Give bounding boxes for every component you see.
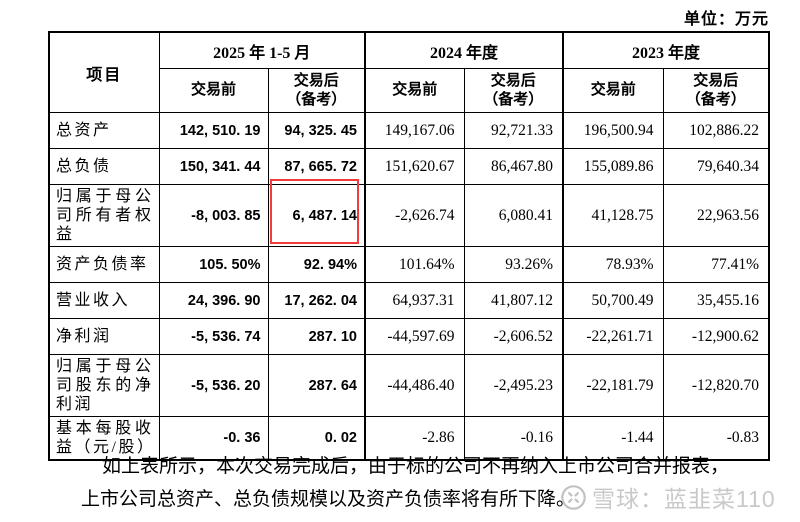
footer-line-2: 上市公司总资产、总负债规模以及资产负债率将有所下降。 (81, 489, 576, 510)
table-cell: 24, 396. 90 (158, 282, 269, 319)
subheader-2025-pre: 交易前 (158, 68, 269, 113)
table-row: 总资产 142, 510. 19 94, 325. 45 149,167.06 92,7… (48, 112, 770, 149)
table-cell: -1.44 (562, 416, 664, 461)
table-cell: 22,963.56 (662, 184, 770, 247)
table-cell: 50,700.49 (562, 282, 664, 319)
table-cell: -2,606.52 (463, 318, 564, 355)
table-cell: 0. 02 (267, 416, 366, 461)
table-row: 归属于母公司所有者权益 -8, 003. 85 6, 487. 14 -2,626.7… (48, 179, 770, 247)
row-label: 营业收入 (48, 282, 160, 319)
watermark-text: 雪球：蓝韭菜110 (592, 486, 776, 512)
table-cell: 102,886.22 (662, 112, 770, 149)
unit-label: 单位：万元 (683, 11, 769, 28)
table-row: 净利润 -5, 536. 74 287. 10 -44,597.69 -2,606.52… (48, 318, 770, 355)
table-cell: -0.83 (662, 416, 770, 461)
table-cell: -0. 36 (158, 416, 269, 461)
table-row: 基本每股收益（元/股） -0. 36 0. 02 -2.86 -0.16 -1.44 -0.… (48, 416, 770, 461)
row-label: 总负债 (48, 148, 160, 185)
table-cell: -2,495.23 (463, 354, 564, 417)
table-cell: -2,626.74 (364, 184, 465, 247)
subheader-2025-post: 交易后 （备考） (267, 68, 366, 113)
table-row: 总负债 150, 341. 44 87, 665. 72 151,620.67 86,4… (48, 148, 770, 185)
column-header-item: 项目 (48, 31, 160, 113)
table-cell: 6,080.41 (463, 184, 564, 247)
table-cell: 94, 325. 45 (267, 112, 366, 149)
table-body: 总资产 142, 510. 19 94, 325. 45 149,167.06 92,7… (48, 112, 770, 461)
table-cell: -12,900.62 (662, 318, 770, 355)
table-cell: -5, 536. 20 (158, 354, 269, 417)
table-cell: 287. 64 (267, 354, 366, 417)
table-cell: -0.16 (463, 416, 564, 461)
financial-table: 项目 2025 年 1-5 月 2024 年度 2023 年度 交易前 交易后 … (48, 31, 771, 461)
table-row: 资产负债率 105. 50% 92. 94% 101.64% 93.26% 78.93% 7… (48, 246, 770, 283)
table-cell: 78.93% (562, 246, 664, 283)
table-cell: 41,807.12 (463, 282, 564, 319)
table-cell: 79,640.34 (662, 148, 770, 185)
table-cell: 142, 510. 19 (158, 112, 269, 149)
subheader-2023-post: 交易后 （备考） (662, 68, 770, 113)
table-cell: 287. 10 (267, 318, 366, 355)
footer-line-1: 如上表所示，本次交易完成后，由于标的公司不再纳入上市公司合并报表， (102, 456, 730, 477)
row-label: 总资产 (48, 112, 160, 149)
table-cell: 196,500.94 (562, 112, 664, 149)
footer-paragraph: 如上表所示，本次交易完成后，由于标的公司不再纳入上市公司合并报表， 上市公司总资… (81, 450, 771, 516)
table-row: 营业收入 24, 396. 90 17, 262. 04 64,937.31 41,80… (48, 282, 770, 319)
table-cell: 105. 50% (158, 246, 269, 283)
table-cell: -44,597.69 (364, 318, 465, 355)
table-cell: 77.41% (662, 246, 770, 283)
table-cell: 92. 94% (267, 246, 366, 283)
row-label: 归属于母公司所有者权益 (48, 184, 160, 247)
table-cell: 101.64% (364, 246, 465, 283)
row-label: 基本每股收益（元/股） (48, 416, 160, 461)
table-cell: 155,089.86 (562, 148, 664, 185)
table-cell: 35,455.16 (662, 282, 770, 319)
row-label: 资产负债率 (48, 246, 160, 283)
table-cell: 87, 665. 72 (267, 148, 366, 185)
subheader-2024-pre: 交易前 (364, 68, 465, 113)
table-cell: -5, 536. 74 (158, 318, 269, 355)
table-cell: -44,486.40 (364, 354, 465, 417)
header-row-periods: 项目 2025 年 1-5 月 2024 年度 2023 年度 (48, 31, 770, 113)
table-cell: 86,467.80 (463, 148, 564, 185)
column-header-2024: 2024 年度 (363, 31, 564, 69)
xueqiu-logo-icon (561, 484, 586, 510)
subheader-2024-post: 交易后 （备考） (463, 68, 564, 113)
table-cell: -8, 003. 85 (158, 184, 269, 247)
column-header-2023: 2023 年度 (562, 31, 770, 69)
table-cell: 93.26% (463, 246, 564, 283)
table-cell: 17, 262. 04 (267, 282, 366, 319)
table-cell: 64,937.31 (364, 282, 465, 319)
table-cell: 151,620.67 (364, 148, 465, 185)
highlighted-cell: 6, 487. 14 (267, 179, 366, 247)
table-cell: 150, 341. 44 (158, 148, 269, 185)
table-cell: -22,181.79 (562, 354, 664, 417)
table-cell: -22,261.71 (562, 318, 664, 355)
subheader-2023-pre: 交易前 (562, 68, 664, 113)
table-cell: 149,167.06 (364, 112, 465, 149)
table-cell: 41,128.75 (562, 184, 664, 247)
header-row-subcolumns: 交易前 交易后 （备考） 交易前 交易后 （备考） 交易前 交易后 （备考） (49, 68, 770, 113)
row-label: 净利润 (48, 318, 160, 355)
table-row: 归属于母公司股东的净利润 -5, 536. 20 287. 64 -44,486.40… (48, 354, 770, 417)
row-label: 归属于母公司股东的净利润 (48, 354, 160, 417)
table-cell: 92,721.33 (463, 112, 564, 149)
column-header-2025: 2025 年 1-5 月 (158, 31, 366, 69)
table-cell: -12,820.70 (662, 354, 770, 417)
watermark: 雪球：蓝韭菜110 (560, 480, 776, 514)
